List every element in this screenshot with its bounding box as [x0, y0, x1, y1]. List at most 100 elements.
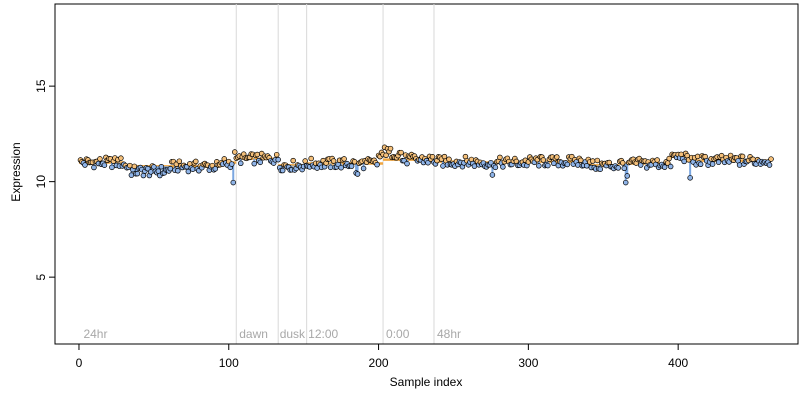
point-72	[185, 168, 192, 175]
point-34	[128, 172, 135, 178]
point-282	[500, 164, 506, 170]
point-198	[374, 161, 380, 168]
point-181	[348, 163, 355, 169]
point-342	[590, 158, 596, 164]
point-362	[619, 160, 626, 166]
y-tick-label-1: 10	[34, 175, 48, 189]
point-280	[497, 154, 503, 161]
point-440	[736, 162, 743, 168]
annotation-0: 24hr	[83, 327, 107, 341]
point-185	[354, 171, 361, 177]
point-263	[471, 163, 478, 169]
point-120	[257, 159, 263, 166]
point-318	[554, 154, 560, 160]
point-65	[175, 168, 181, 174]
y-axis-title: Expression	[9, 142, 23, 201]
annotations: 24hr dawn dusk 12:00 0:00 48hr	[83, 327, 461, 341]
annotation-4: 0:00	[386, 327, 410, 341]
point-90	[212, 166, 219, 172]
point-345	[594, 157, 601, 164]
point-154	[308, 155, 314, 162]
point-207	[387, 145, 394, 152]
point-189	[360, 165, 367, 172]
annotation-5: 48hr	[437, 327, 461, 341]
point-38	[134, 170, 141, 177]
point-204	[383, 152, 389, 159]
point-27	[118, 155, 124, 161]
point-21	[109, 164, 115, 171]
x-axis: 0 100 200 300 400	[76, 343, 688, 370]
point-461	[768, 156, 774, 162]
point-359	[615, 165, 621, 171]
point-401	[678, 151, 684, 158]
point-36	[131, 163, 138, 170]
point-316	[551, 160, 557, 167]
point-232	[425, 159, 431, 166]
point-107	[238, 160, 244, 167]
point-364	[622, 179, 629, 186]
point-218	[404, 160, 410, 167]
point-309	[540, 157, 547, 163]
point-246	[446, 156, 452, 163]
point-277	[492, 164, 499, 171]
point-214	[398, 149, 404, 156]
x-tick-label-3: 300	[518, 356, 538, 370]
point-118	[254, 151, 260, 158]
point-403	[681, 158, 687, 165]
point-422	[709, 161, 716, 167]
point-183	[351, 159, 358, 165]
point-334	[578, 157, 584, 163]
point-47	[148, 169, 154, 175]
point-77	[193, 158, 199, 165]
point-460	[766, 162, 773, 168]
point-9	[91, 164, 97, 171]
point-116	[251, 160, 257, 167]
point-103	[232, 149, 238, 155]
annotation-1: dawn	[239, 327, 268, 341]
point-66	[176, 158, 183, 164]
point-142	[290, 157, 296, 164]
point-16	[101, 162, 108, 168]
point-135	[279, 167, 286, 174]
point-365	[624, 173, 630, 179]
point-394	[667, 163, 674, 170]
point-101	[229, 161, 235, 167]
point-235	[429, 154, 436, 160]
point-390	[661, 164, 668, 170]
point-150	[302, 158, 308, 164]
point-60	[167, 165, 174, 172]
point-176	[341, 156, 347, 162]
point-332	[575, 162, 581, 168]
point-393	[666, 155, 672, 162]
point-3	[82, 162, 88, 168]
point-363	[621, 165, 627, 172]
point-131	[273, 151, 280, 158]
point-275	[489, 172, 496, 178]
x-axis-title: Sample index	[390, 375, 463, 389]
x-tick-label-0: 0	[76, 356, 83, 370]
point-442	[739, 153, 746, 160]
point-13	[97, 156, 103, 162]
x-tick-label-4: 400	[668, 356, 688, 370]
data-points	[77, 144, 774, 186]
point-169	[330, 158, 337, 164]
y-tick-label-0: 5	[34, 273, 48, 280]
point-312	[545, 162, 551, 169]
x-tick-label-2: 200	[369, 356, 389, 370]
point-75	[190, 166, 196, 172]
point-414	[697, 161, 704, 168]
y-axis: 5 10 15	[34, 79, 56, 280]
y-tick-label-2: 15	[34, 79, 48, 93]
point-167	[327, 164, 334, 171]
vertical-markers	[235, 4, 435, 344]
point-132	[275, 156, 281, 163]
point-426	[715, 159, 722, 165]
point-385	[654, 157, 660, 163]
point-325	[564, 161, 571, 168]
point-306	[536, 163, 542, 169]
point-174	[338, 164, 344, 171]
point-102	[230, 179, 237, 186]
point-54	[158, 163, 165, 170]
point-412	[694, 153, 701, 160]
